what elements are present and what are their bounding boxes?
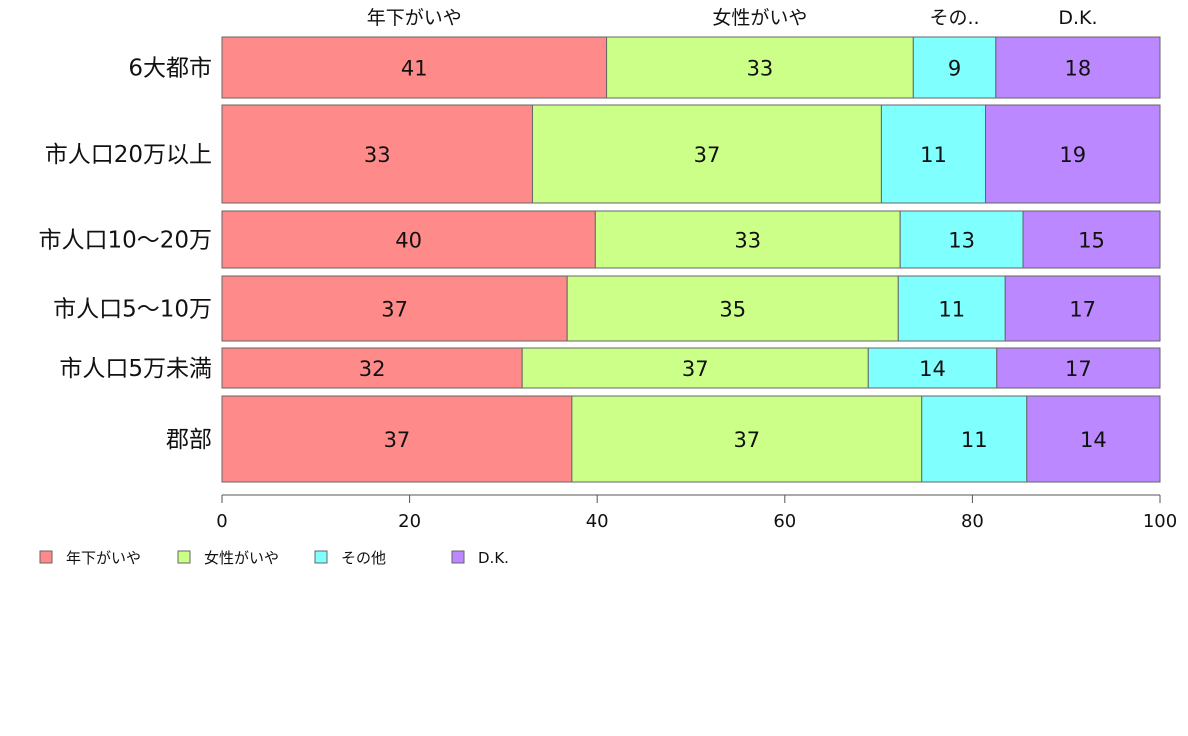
top-series-labels: 年下がいや 女性がいや その.. D.K. [367, 7, 1098, 29]
bar-segment [571, 395, 923, 483]
bar-segment [995, 36, 1161, 99]
value-label: 13 [948, 229, 975, 253]
value-label: 33 [734, 229, 761, 253]
x-tick-label: 80 [961, 511, 984, 532]
bar-segment [921, 395, 1028, 483]
x-axis: 0 20 40 60 80 100 [216, 494, 1177, 532]
bar-segment [594, 210, 901, 269]
value-label: 37 [694, 143, 721, 167]
x-tick-label: 60 [773, 511, 796, 532]
bar-segment [1022, 210, 1161, 269]
bar-segment [1004, 275, 1161, 342]
top-series-label: 女性がいや [712, 7, 807, 29]
value-label: 17 [1069, 298, 1096, 322]
bar-segment [531, 104, 882, 204]
legend-swatch [451, 550, 465, 564]
value-label: 37 [682, 357, 709, 381]
value-label: 32 [359, 357, 386, 381]
bar-segment [521, 347, 869, 389]
value-label: 14 [1080, 428, 1107, 452]
bar-segment [985, 104, 1161, 204]
value-label: 11 [920, 143, 947, 167]
bar-segment [221, 395, 573, 483]
value-label: 19 [1059, 143, 1086, 167]
value-label: 37 [381, 298, 408, 322]
category-label: 市人口5万未満 [59, 356, 212, 382]
value-label: 33 [747, 57, 774, 81]
top-series-label: その.. [930, 7, 980, 29]
value-label: 41 [401, 57, 428, 81]
legend-swatch [39, 550, 53, 564]
bar-segment [880, 104, 987, 204]
bar-segment [996, 347, 1161, 389]
top-series-label: 年下がいや [367, 7, 462, 29]
bar-segment [221, 347, 523, 389]
value-label: 15 [1078, 229, 1105, 253]
bar-segment [912, 36, 997, 99]
value-label: 37 [733, 428, 760, 452]
value-label: 37 [384, 428, 411, 452]
bars-group: 41 33 9 18 33 37 11 19 40 33 13 15 37 35 11 17 32 37 14 17 3… [221, 36, 1161, 483]
legend: 年下がいや 女性がいや その他 D.K. [39, 549, 509, 567]
value-label: 33 [364, 143, 391, 167]
top-series-label: D.K. [1058, 7, 1097, 29]
x-tick-label: 100 [1143, 511, 1177, 532]
x-tick-label: 40 [586, 511, 609, 532]
category-label: 市人口20万以上 [45, 142, 212, 168]
category-label: 郡部 [166, 427, 212, 453]
legend-label: その他 [341, 549, 386, 567]
bar-segment [221, 275, 568, 342]
value-label: 11 [961, 428, 988, 452]
value-label: 40 [395, 229, 422, 253]
category-label: 市人口5〜10万 [53, 297, 212, 323]
x-tick-label: 0 [216, 511, 227, 532]
bar-segment [1026, 395, 1161, 483]
value-label: 14 [919, 357, 946, 381]
bar-segment [221, 104, 533, 204]
legend-swatch [314, 550, 328, 564]
legend-swatch [177, 550, 191, 564]
value-label: 18 [1065, 57, 1092, 81]
legend-label: 女性がいや [204, 549, 279, 567]
x-tick-label: 20 [398, 511, 421, 532]
category-label: 市人口10〜20万 [38, 228, 212, 254]
bar-segment [221, 36, 608, 99]
value-label: 9 [948, 57, 961, 81]
bar-segment [566, 275, 899, 342]
category-label: 6大都市 [128, 56, 212, 82]
value-label: 35 [719, 298, 746, 322]
bar-segment [867, 347, 998, 389]
value-label: 11 [938, 298, 965, 322]
legend-label: D.K. [478, 549, 509, 567]
value-label: 17 [1065, 357, 1092, 381]
legend-label: 年下がいや [66, 549, 141, 567]
bar-segment [606, 36, 914, 99]
bar-segment [221, 210, 596, 269]
